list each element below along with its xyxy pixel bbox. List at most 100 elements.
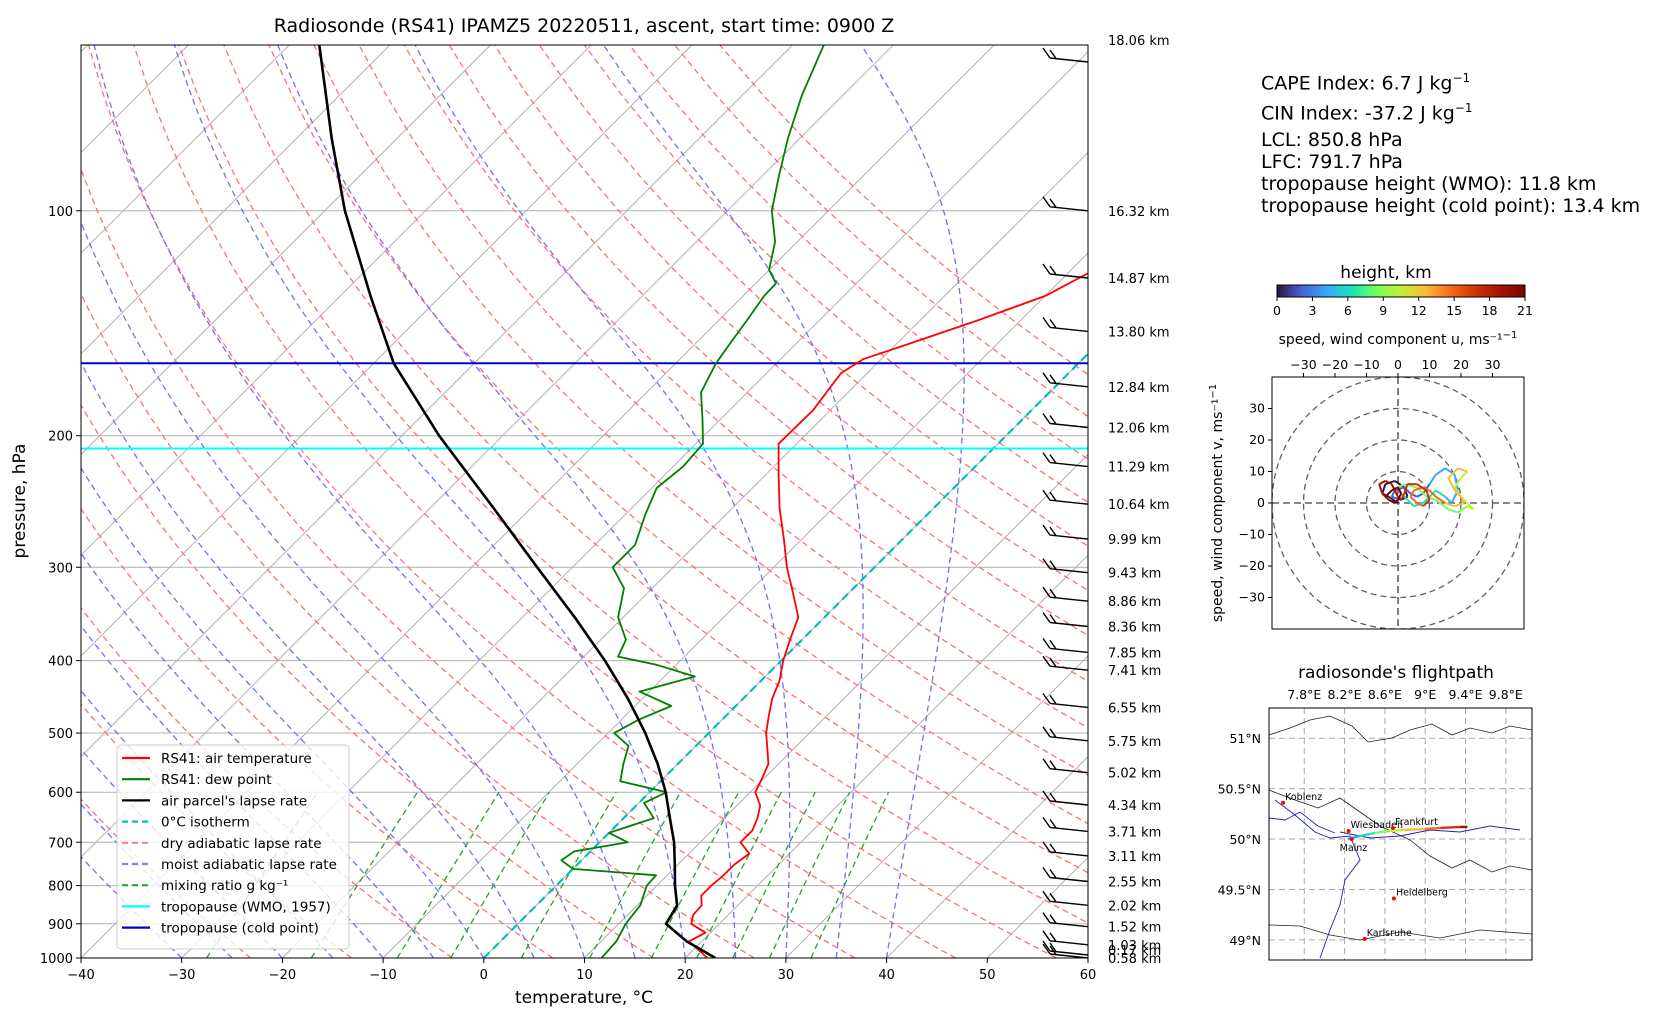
- lfc-value: LFC: 791.7 hPa: [1261, 151, 1403, 173]
- wind-barb: [1042, 692, 1089, 709]
- hodograph-x-tick-label: −10: [1353, 357, 1379, 372]
- dry-adiabat: [178, 45, 1088, 924]
- height-label: 7.85 km: [1108, 646, 1161, 661]
- map-lat-label: 50°N: [1229, 832, 1261, 847]
- hodograph-y-tick-label: 10: [1249, 464, 1265, 479]
- map-border-north: [1269, 715, 1532, 743]
- moist-adiabat: [81, 361, 535, 958]
- map-plot: Koblenz Wiesbaden Mainz Frankfurt Heidelberg…: [1268, 707, 1533, 961]
- map-border-middle: [1269, 789, 1532, 873]
- hodograph-segment: [1397, 486, 1403, 494]
- legend-label: tropopause (WMO, 1957): [161, 899, 331, 915]
- wind-barb: [1042, 940, 1089, 956]
- flight-track-segment: [1359, 831, 1376, 838]
- height-label: 14.87 km: [1108, 272, 1170, 287]
- hodograph-segment: [1447, 467, 1459, 479]
- mixing-ratio-line: [732, 791, 816, 958]
- map-lon-label: 8.2°E: [1328, 687, 1362, 702]
- wind-barb: [1042, 413, 1089, 429]
- height-label: 12.84 km: [1108, 381, 1170, 396]
- moist-adiabat: [93, 45, 636, 958]
- isotherm-gridline: [382, 252, 1088, 958]
- legend-label: moist adiabatic lapse rate: [161, 857, 337, 873]
- legend-label: tropopause (cold point): [161, 921, 319, 937]
- height-label: 12.06 km: [1108, 421, 1170, 436]
- height-label: 5.75 km: [1108, 735, 1161, 750]
- y-tick-label: 400: [48, 655, 73, 670]
- height-label: 13.80 km: [1108, 325, 1170, 340]
- dry-adiabat: [87, 45, 956, 958]
- flight-track-segment: [1389, 828, 1406, 833]
- y-tick-label: 600: [48, 786, 73, 801]
- dry-adiabat: [538, 45, 1088, 547]
- height-label: 16.32 km: [1108, 205, 1170, 220]
- cin-unit-exp: −1: [1454, 101, 1473, 115]
- hodograph-segment: [1453, 489, 1462, 498]
- colorbar-tick-label: 9: [1379, 303, 1387, 318]
- y-tick-label: 700: [48, 836, 73, 851]
- isotherm-gridline: [81, 45, 290, 254]
- hodograph-x-tick-label: 10: [1422, 357, 1438, 372]
- map-river-lahn: [1269, 811, 1336, 834]
- hodograph-y-label-exp: −1: [1208, 384, 1219, 399]
- hodograph-y-label: speed, wind component v, ms⁻¹−1: [1208, 384, 1226, 622]
- wind-barb: [1042, 816, 1089, 833]
- wind-barb: [1042, 867, 1089, 883]
- dry-adiabat: [81, 403, 654, 958]
- dry-adiabat: [583, 45, 1088, 504]
- hodograph-segment: [1409, 495, 1418, 504]
- map-lon-label: 9.8°E: [1489, 687, 1523, 702]
- map-river-rhine: [1274, 799, 1361, 959]
- height-label: 7.41 km: [1108, 664, 1161, 679]
- x-tick-label: 0: [480, 968, 488, 983]
- wind-barb: [1042, 489, 1089, 505]
- hodograph-segment: [1457, 505, 1468, 514]
- hodograph-y-tick-label: 30: [1249, 401, 1265, 416]
- map-title: radiosonde's flightpath: [1298, 663, 1494, 683]
- flight-track-segment: [1404, 827, 1426, 832]
- height-label: 8.36 km: [1108, 620, 1161, 635]
- x-tick-label: −40: [67, 968, 94, 983]
- city-marker: [1362, 936, 1367, 941]
- city-label: Wiesbaden: [1351, 820, 1403, 831]
- flight-track-segment: [1347, 834, 1360, 841]
- hodograph-segment: [1403, 483, 1409, 494]
- air-temperature-line: [687, 272, 1088, 958]
- isotherm-gridline: [684, 554, 1088, 958]
- dry-adiabat: [133, 45, 1057, 958]
- x-tick-label: 20: [677, 968, 694, 983]
- wind-barb: [1042, 47, 1089, 63]
- isotherm-gridline: [81, 45, 592, 556]
- hodograph-x-tick-label: 30: [1485, 357, 1501, 372]
- hodograph-x-tick-label: −20: [1322, 357, 1348, 372]
- y-tick-label: 100: [48, 205, 73, 220]
- isotherm-gridline: [81, 45, 693, 657]
- map-lon-label: 9.4°E: [1448, 687, 1482, 702]
- wind-barb: [1042, 637, 1089, 654]
- height-label: 1.03 km: [1108, 939, 1161, 954]
- zero-isotherm: [483, 352, 1088, 958]
- hodograph-segment: [1435, 489, 1446, 498]
- hodograph-y-tick-label: −10: [1239, 527, 1265, 542]
- city-marker: [1391, 896, 1396, 901]
- city-marker: [1346, 828, 1351, 833]
- hodograph-segment: [1460, 470, 1469, 479]
- cape-unit-exp: −1: [1452, 71, 1471, 85]
- wind-barb: [1042, 930, 1089, 946]
- legend-box: [116, 744, 350, 950]
- city-label: Frankfurt: [1395, 817, 1438, 828]
- flight-track-segment: [1374, 829, 1391, 835]
- city-label: Koblenz: [1285, 792, 1322, 803]
- dry-adiabat: [358, 45, 1088, 729]
- hodograph-y-tick-label: −20: [1239, 558, 1265, 573]
- moist-adiabat: [860, 45, 965, 958]
- x-tick-label: 40: [878, 968, 895, 983]
- city-label: Karlsruhe: [1367, 928, 1412, 939]
- legend-label: RS41: dew point: [161, 772, 272, 788]
- hodograph-segment: [1453, 477, 1462, 488]
- height-label: 3.71 km: [1108, 825, 1161, 840]
- legend-label: RS41: air temperature: [161, 751, 312, 767]
- map-lat-label: 51°N: [1229, 731, 1261, 746]
- height-label: 9.99 km: [1108, 533, 1161, 548]
- cape-index: CAPE Index: 6.7 J kg−1: [1261, 71, 1471, 95]
